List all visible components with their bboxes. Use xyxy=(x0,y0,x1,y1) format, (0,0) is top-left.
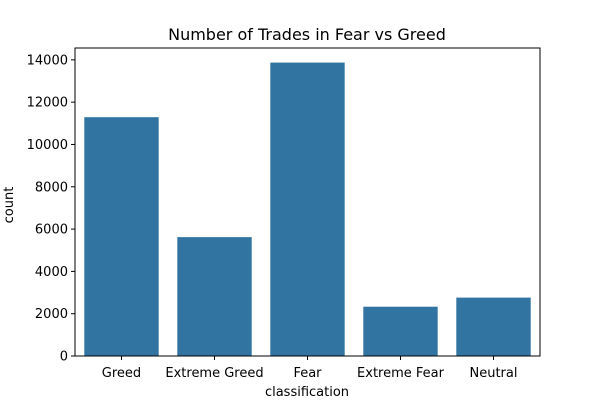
x-ticks-group: Greed Extreme Greed Fear Extreme Fear Neutra… xyxy=(102,356,518,381)
y-tick-label: 0 xyxy=(60,350,68,365)
bar-extreme-fear xyxy=(363,306,438,356)
x-tick-label: Fear xyxy=(293,366,322,381)
bar-extreme-greed xyxy=(177,237,252,356)
y-tick-label: 2000 xyxy=(35,307,68,322)
x-tick-label: Greed xyxy=(102,366,141,381)
bar-fear xyxy=(270,62,345,356)
y-tick-label: 4000 xyxy=(35,265,68,280)
y-tick-label: 8000 xyxy=(35,180,68,195)
plot-frame xyxy=(74,47,541,357)
y-axis-label: count xyxy=(2,187,17,224)
x-axis-label: classification xyxy=(265,385,349,400)
y-tick-label: 14000 xyxy=(27,53,68,68)
chart-title: Number of Trades in Fear vs Greed xyxy=(168,25,446,44)
bar-greed xyxy=(84,117,159,356)
bars-group xyxy=(84,62,531,356)
bar-neutral xyxy=(456,297,531,356)
x-tick-label: Neutral xyxy=(470,366,518,381)
y-tick-label: 12000 xyxy=(27,96,68,111)
y-tick-label: 10000 xyxy=(27,138,68,153)
x-tick-label: Extreme Greed xyxy=(165,366,263,381)
y-ticks-group: 0 2000 4000 6000 8000 10000 12000 14000 xyxy=(27,53,75,365)
y-tick-label: 6000 xyxy=(35,223,68,238)
x-tick-label: Extreme Fear xyxy=(357,366,445,381)
